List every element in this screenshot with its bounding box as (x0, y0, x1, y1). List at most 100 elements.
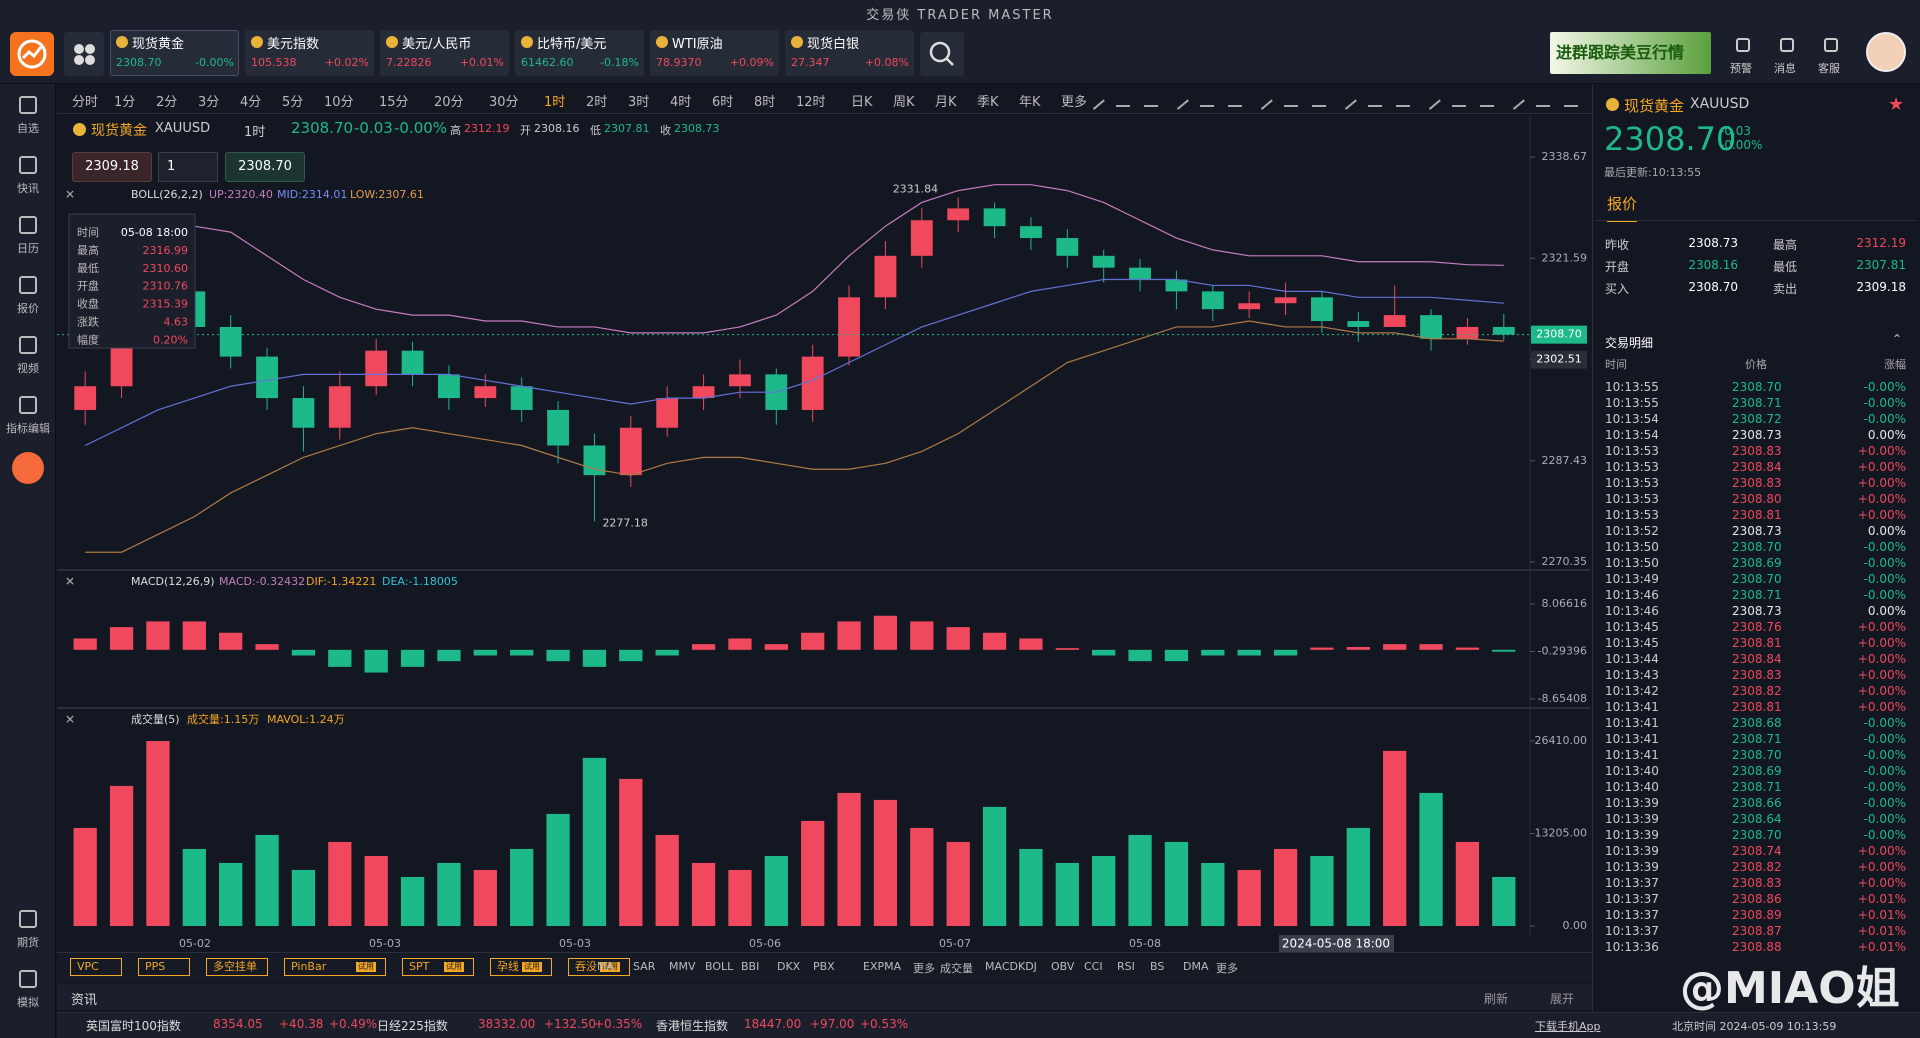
logo[interactable] (10, 32, 54, 76)
symbol-period[interactable]: 1时 (244, 125, 266, 140)
ticker-name: 现货白银 (807, 37, 860, 52)
drawing-tool[interactable] (1144, 93, 1158, 107)
indicator-tab[interactable]: MMV (669, 960, 696, 973)
ad-banner[interactable]: 进群跟踪美豆行情 (1550, 32, 1711, 74)
indicator-tab[interactable]: MACD (985, 960, 1018, 973)
panel-tab[interactable]: 报价 (1607, 193, 1638, 222)
period-tab[interactable]: 日K (851, 95, 873, 110)
indicator-tab[interactable]: 更多 (1216, 962, 1238, 975)
period-tab[interactable]: 分时 (72, 95, 99, 110)
tool-button[interactable]: 孕线 (490, 958, 552, 976)
period-tab[interactable]: 2时 (586, 95, 608, 110)
sidebar-icon[interactable] (19, 910, 37, 928)
drawing-tool[interactable] (1312, 93, 1326, 107)
ticker-card[interactable] (380, 30, 509, 76)
drawing-tool[interactable] (1396, 93, 1410, 107)
period-tab[interactable]: 4时 (670, 95, 692, 110)
drawing-tool[interactable] (1452, 93, 1466, 107)
period-tab[interactable]: 2分 (156, 95, 178, 110)
sidebar-icon[interactable] (19, 276, 37, 294)
ticker-card[interactable] (650, 30, 779, 76)
period-tab[interactable]: 12时 (796, 95, 826, 110)
period-tab[interactable]: 15分 (379, 95, 409, 110)
period-tab[interactable]: 年K (1019, 95, 1041, 110)
tool-button[interactable]: 吞没 (568, 958, 630, 976)
period-tab[interactable]: 周K (893, 95, 915, 110)
tool-button[interactable]: PPS (138, 958, 190, 976)
drawing-tool[interactable] (1564, 93, 1578, 107)
indicator-tab[interactable]: EXPMA (863, 960, 902, 973)
indicator-tab[interactable]: KDJ (1018, 960, 1037, 973)
indicator-tab[interactable]: 成交量 (940, 962, 973, 975)
period-tab[interactable]: 4分 (240, 95, 262, 110)
tool-button[interactable]: PinBar (284, 958, 386, 976)
sidebar-icon[interactable] (19, 396, 37, 414)
sidebar-icon[interactable] (19, 96, 37, 114)
tool-button[interactable]: SPT (402, 958, 474, 976)
top-icon[interactable] (1780, 38, 1794, 52)
top-icon[interactable] (1736, 38, 1750, 52)
period-tab[interactable]: 季K (977, 95, 999, 110)
drawing-tool[interactable] (1480, 93, 1494, 107)
indicator-tab[interactable]: BS (1150, 960, 1165, 973)
period-tab[interactable]: 1时 (544, 95, 566, 110)
buy-button[interactable]: 2308.70 (225, 152, 305, 182)
x-tick-label: 05-07 (939, 937, 971, 950)
favorite[interactable]: ★ (1888, 94, 1905, 115)
indicator-tab[interactable]: DMA (1183, 960, 1209, 973)
promo-icon[interactable] (12, 452, 44, 484)
indicator-tab[interactable]: SAR (633, 960, 656, 973)
boll-line (84, 278, 1504, 447)
indicator-tab[interactable]: BBI (741, 960, 760, 973)
indicator-tab[interactable]: DKX (777, 960, 801, 973)
top-icon[interactable] (1824, 38, 1838, 52)
download-app[interactable]: 下载手机App (1535, 1020, 1601, 1033)
ticker-card[interactable] (245, 30, 374, 76)
tool-button[interactable]: VPC (70, 958, 122, 976)
sell-button[interactable]: 2309.18 (72, 152, 152, 182)
qty-input[interactable]: 1 (158, 152, 218, 182)
sidebar-icon[interactable] (19, 156, 37, 174)
period-tab[interactable]: 1分 (114, 95, 136, 110)
period-tab[interactable]: 20分 (434, 95, 464, 110)
period-tab[interactable]: 30分 (489, 95, 519, 110)
ticker-card[interactable] (785, 30, 914, 76)
period-tab[interactable]: 5分 (282, 95, 304, 110)
sidebar-icon[interactable] (19, 970, 37, 988)
index-field: 香港恒生指数 (656, 1019, 729, 1033)
sidebar-icon[interactable] (19, 216, 37, 234)
avatar[interactable] (1866, 32, 1906, 72)
news-expand[interactable]: 展开 (1550, 992, 1575, 1006)
collapse[interactable]: ⌃ (1892, 332, 1903, 346)
indicator-tab[interactable]: CCI (1084, 960, 1103, 973)
indicator-tab[interactable]: 更多 (913, 962, 935, 975)
drawing-tool[interactable] (1536, 93, 1550, 107)
period-tab[interactable]: 6时 (712, 95, 734, 110)
ticker-card[interactable] (110, 30, 239, 76)
drawing-tool[interactable] (1116, 93, 1130, 107)
indicator-tab[interactable]: RSI (1117, 960, 1135, 973)
period-tab[interactable]: 月K (935, 95, 957, 110)
drawing-tool[interactable] (1284, 93, 1298, 107)
period-tab[interactable]: 10分 (324, 95, 354, 110)
apps-button[interactable] (64, 32, 104, 76)
tool-button[interactable]: 多空挂单 (206, 958, 268, 976)
trades-title: 交易明细 (1605, 336, 1654, 350)
ticker-card[interactable] (515, 30, 644, 76)
drawing-tool[interactable] (1368, 93, 1382, 107)
period-tab[interactable]: 3时 (628, 95, 650, 110)
indicator-tab[interactable]: MA (597, 960, 615, 973)
news-refresh[interactable]: 刷新 (1484, 992, 1509, 1006)
indicator-tab[interactable]: PBX (813, 960, 835, 973)
sidebar-icon[interactable] (19, 336, 37, 354)
search-button[interactable] (920, 32, 964, 76)
drawing-tool[interactable] (1228, 93, 1242, 107)
period-tab[interactable]: 更多 (1061, 95, 1088, 110)
period-tab[interactable]: 8时 (754, 95, 776, 110)
indicator-tab[interactable]: BOLL (705, 960, 734, 973)
ticker-price: 27.347 (791, 56, 830, 69)
period-tab[interactable]: 3分 (198, 95, 220, 110)
indicator-tab[interactable]: OBV (1051, 960, 1075, 973)
drawing-tool[interactable] (1200, 93, 1214, 107)
x-tick-label: 05-02 (179, 937, 211, 950)
